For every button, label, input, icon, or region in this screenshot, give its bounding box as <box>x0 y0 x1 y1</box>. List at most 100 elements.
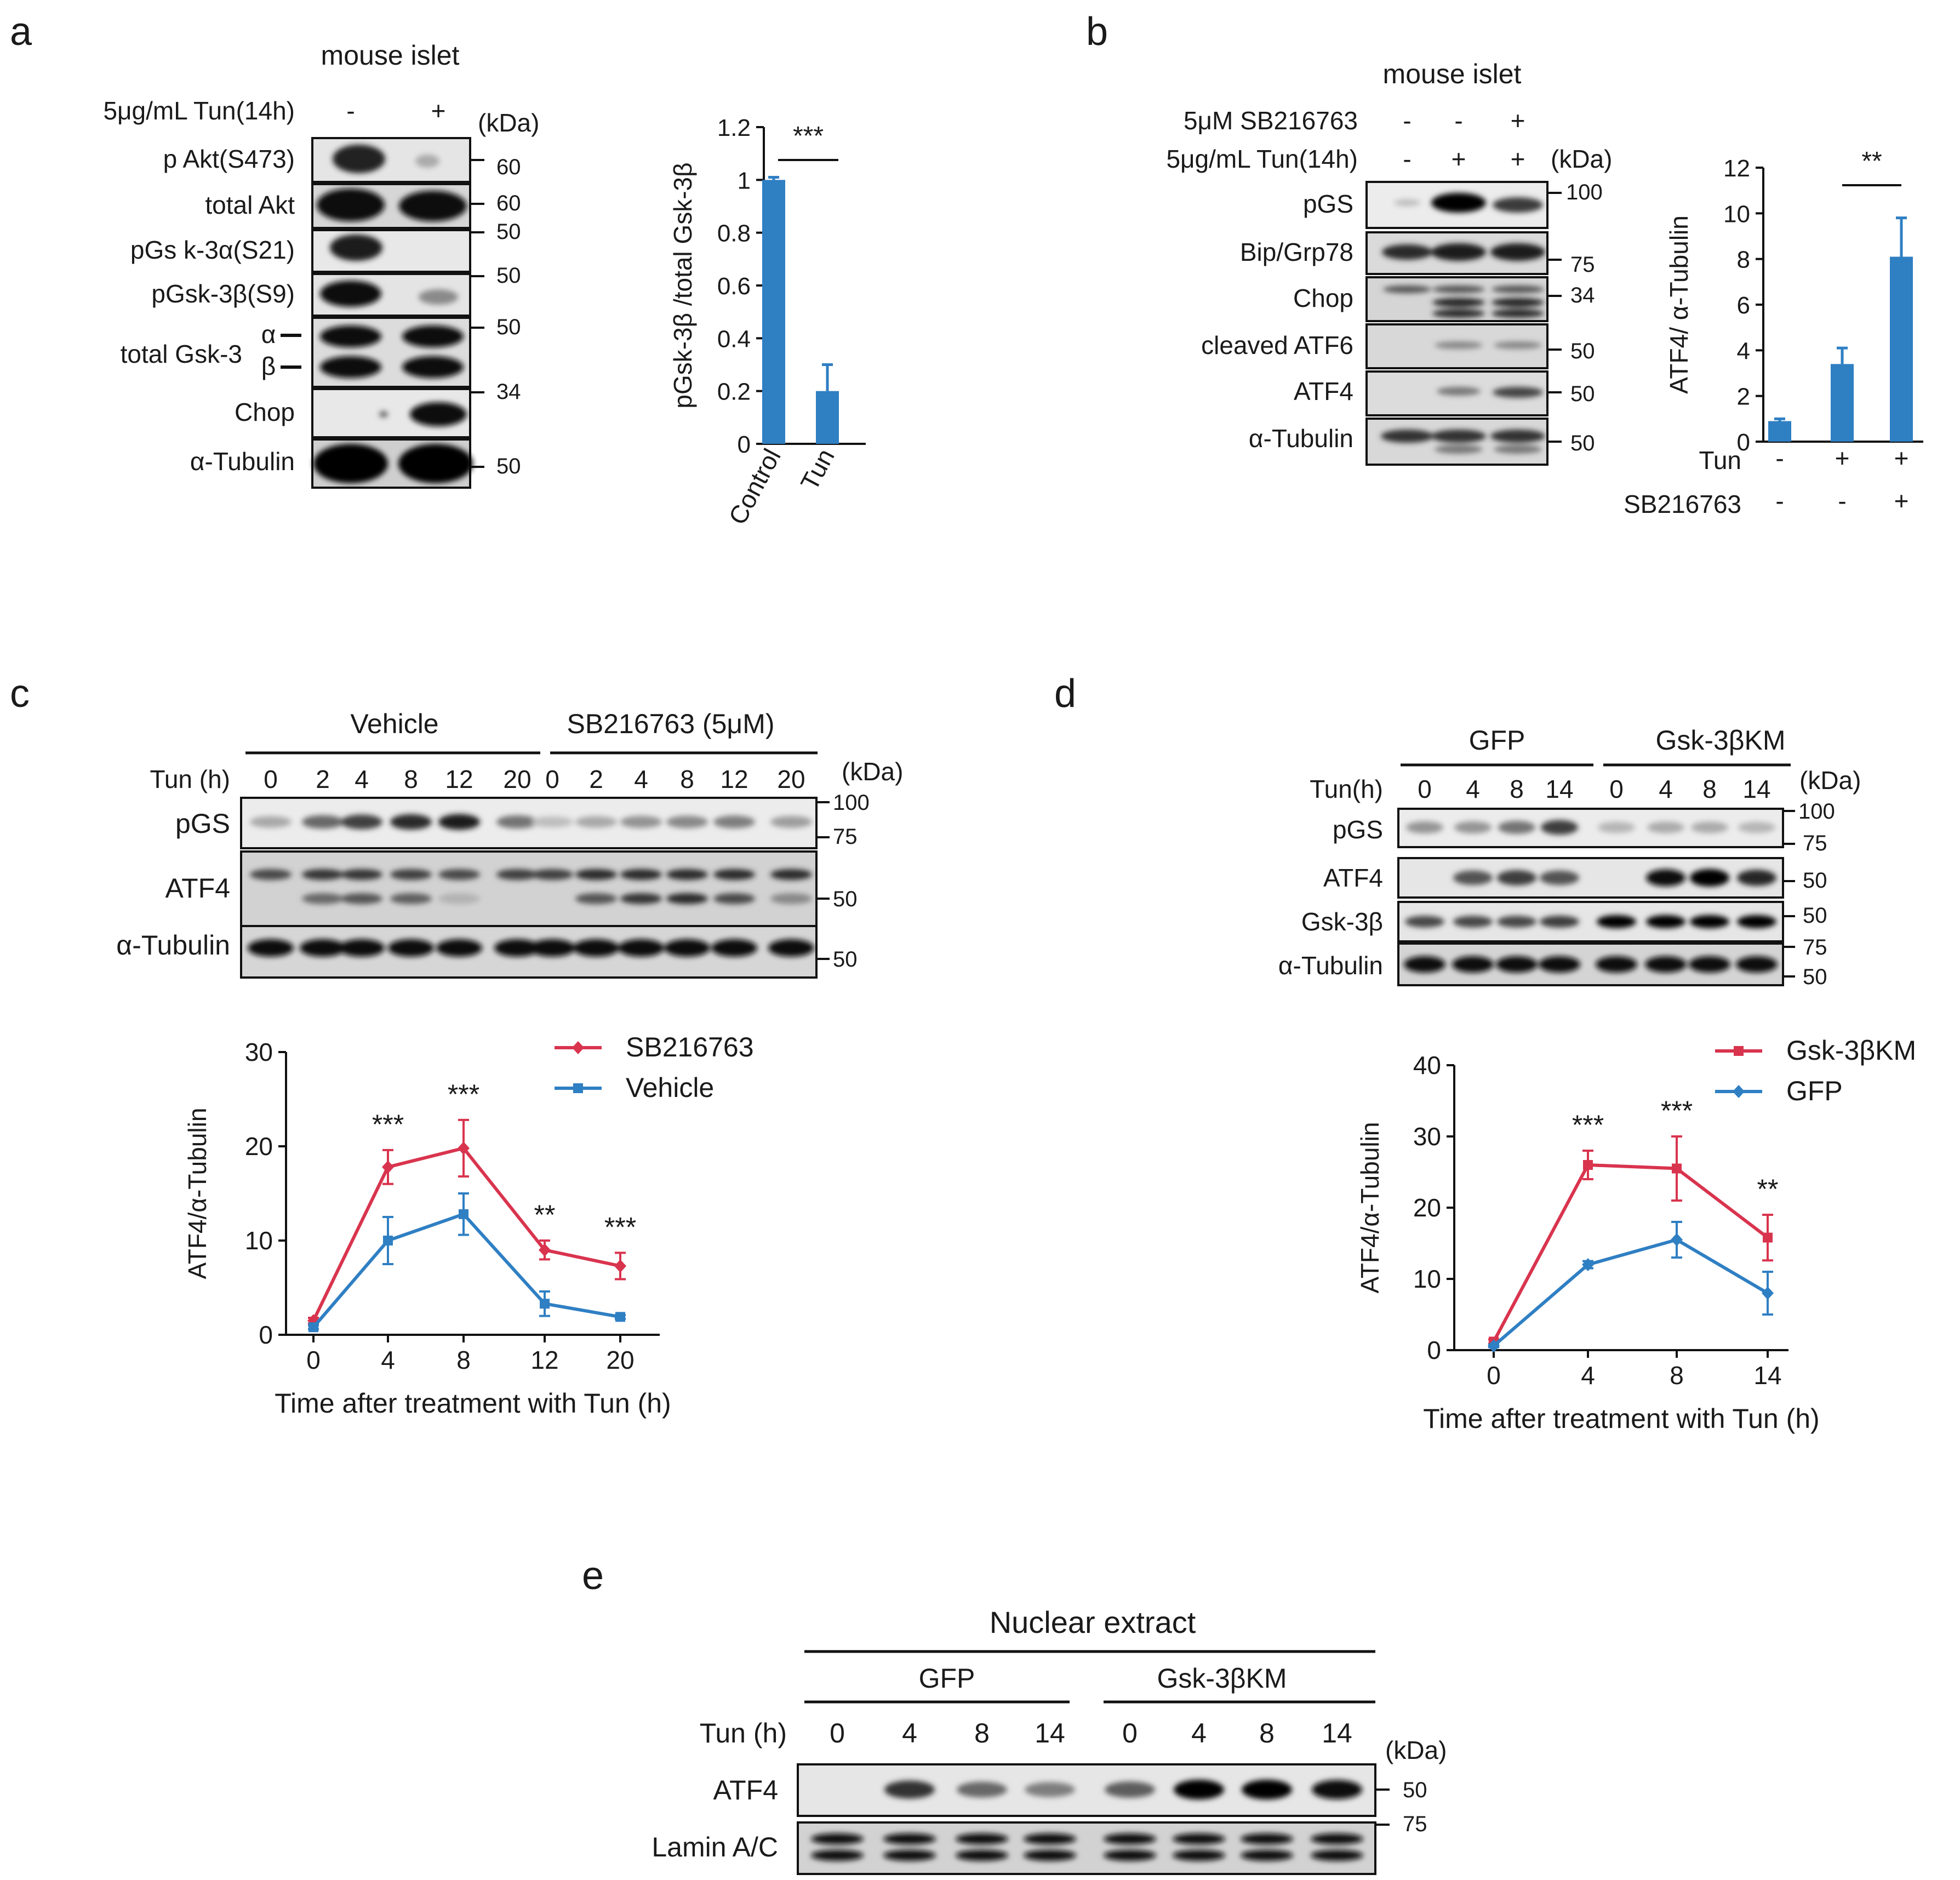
bar <box>1890 256 1913 442</box>
alpha-label: α <box>261 320 276 348</box>
kda-value: 50 <box>1570 431 1595 455</box>
series-line <box>312 1212 621 1329</box>
legend-label: GFP <box>1786 1076 1843 1106</box>
panel-letter: b <box>1086 10 1108 54</box>
y-tick-label: 6 <box>1737 292 1750 319</box>
kda-value: 34 <box>1570 283 1595 307</box>
lane-sign: + <box>1511 106 1525 135</box>
band <box>388 939 434 957</box>
time-value: 0 <box>1122 1718 1138 1748</box>
legend-label: Gsk-3βKM <box>1786 1035 1916 1066</box>
panel-header: Nuclear extract <box>990 1605 1196 1639</box>
marker <box>1762 1287 1774 1300</box>
band <box>250 869 292 880</box>
y-tick-label: 0 <box>259 1321 273 1349</box>
x-axis-label: Time after treatment with Tun (h) <box>275 1388 671 1419</box>
time-value: 14 <box>1545 775 1573 803</box>
band <box>1437 387 1481 396</box>
kda-markers <box>1784 810 1795 978</box>
kda-value: 60 <box>496 155 521 179</box>
time-value: 14 <box>1035 1718 1065 1748</box>
kda-label: (kDa) <box>1551 145 1612 173</box>
y-tick-label: 4 <box>1737 338 1750 364</box>
y-axis-label: ATF4/α-Tubulin <box>183 1108 212 1279</box>
band <box>1174 1780 1224 1799</box>
kda-value: 50 <box>833 947 858 972</box>
blot-labels: pGS Bip/Grp78 Chop cleaved ATF6 ATF4 α-T… <box>1201 190 1353 453</box>
time-value: 2 <box>316 765 330 793</box>
time-value: 8 <box>974 1718 990 1748</box>
panel-header: mouse islet <box>321 40 460 71</box>
marker <box>458 1141 470 1155</box>
band <box>711 939 757 957</box>
chart-d: 0 10 20 30 40 0 4 8 14 Time after treatment with … <box>1356 1035 1916 1434</box>
marker <box>615 1312 625 1322</box>
blot-label: Gsk-3β <box>1301 907 1383 936</box>
condition-value: + <box>1894 444 1909 472</box>
legend-label: Vehicle <box>626 1072 714 1103</box>
band <box>1383 285 1431 293</box>
band <box>341 869 382 880</box>
band <box>1435 341 1483 349</box>
band <box>664 939 710 957</box>
band <box>620 893 662 904</box>
y-tick-label: 0.8 <box>717 220 751 247</box>
blot-label: pGsk-3β(S9) <box>151 279 295 308</box>
x-tick-label: 0 <box>306 1346 321 1374</box>
kda-values: 100 75 34 50 50 50 <box>1566 180 1603 455</box>
band <box>956 1850 1008 1861</box>
marker <box>383 1236 393 1245</box>
band <box>1498 821 1535 834</box>
band <box>666 893 708 904</box>
kda-markers <box>1548 192 1562 443</box>
blot-label: Lamin A/C <box>652 1832 778 1862</box>
panel-d: d GFP Gsk-3βKM Tun(h) 0 4 8 14 0 4 8 14 (kDa) p… <box>1054 672 1916 1434</box>
band <box>1690 869 1729 887</box>
band <box>1497 870 1536 885</box>
y-tick-label: 40 <box>1413 1051 1441 1079</box>
time-value: 4 <box>355 765 369 793</box>
band <box>390 893 432 904</box>
marker <box>1583 1160 1593 1170</box>
condition-value: - <box>1775 487 1784 515</box>
time-values: 0 4 8 14 0 4 8 14 <box>1418 775 1770 803</box>
time-value: 4 <box>1659 775 1673 803</box>
group-label: Vehicle <box>350 708 438 739</box>
band <box>713 815 755 828</box>
panel-letter: e <box>582 1554 604 1598</box>
panel-b: b mouse islet 5μM SB216763 - - + 5μg/mL … <box>1086 10 1923 518</box>
blot-label: ATF4 <box>713 1775 778 1805</box>
x-tick-label: 4 <box>381 1346 395 1374</box>
significance-mark: *** <box>604 1212 636 1242</box>
marker <box>1671 1233 1683 1247</box>
blot-label: pGS <box>1303 190 1353 218</box>
kda-value: 60 <box>496 191 521 215</box>
band <box>1025 1782 1075 1797</box>
band <box>1540 916 1579 928</box>
band <box>768 939 814 957</box>
marker <box>1734 1046 1744 1056</box>
time-value: 4 <box>902 1718 917 1748</box>
band <box>575 816 617 828</box>
band <box>1497 916 1536 928</box>
y-tick-label: 30 <box>245 1038 273 1066</box>
blot-label: p Akt(S473) <box>163 145 295 173</box>
band <box>1540 870 1579 885</box>
y-tick-label: 0 <box>1737 429 1750 456</box>
band <box>390 814 432 830</box>
kda-value: 50 <box>496 454 521 478</box>
band <box>339 939 385 957</box>
blot-labels: pGS ATF4 α-Tubulin <box>116 808 230 961</box>
significance-mark: *** <box>448 1079 479 1110</box>
band <box>1492 309 1544 318</box>
band <box>1490 430 1545 443</box>
time-label: Tun(h) <box>1310 775 1383 803</box>
band <box>532 869 573 880</box>
time-value: 14 <box>1322 1718 1352 1748</box>
significance-mark: *** <box>793 122 824 151</box>
y-tick-label: 20 <box>1413 1193 1441 1222</box>
y-tick-label: 0.4 <box>717 325 751 352</box>
band <box>1493 197 1543 213</box>
y-tick-label: 0.6 <box>717 273 751 300</box>
time-value: 8 <box>404 765 418 793</box>
